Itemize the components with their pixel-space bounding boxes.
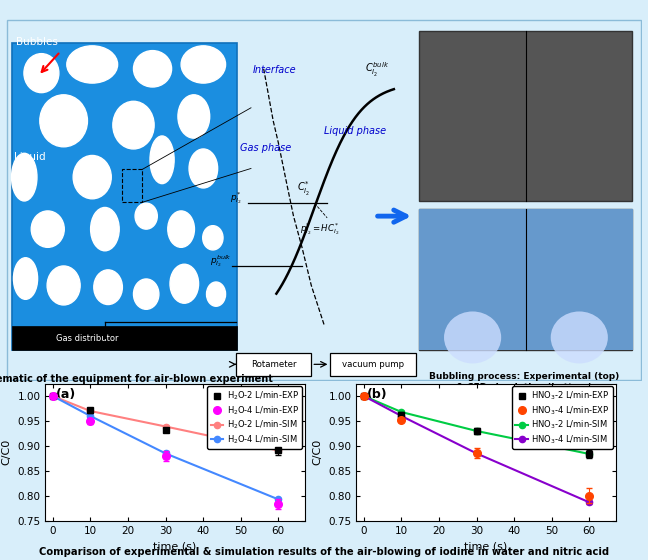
Ellipse shape bbox=[135, 203, 157, 229]
Ellipse shape bbox=[207, 282, 226, 306]
Ellipse shape bbox=[551, 311, 608, 363]
Bar bbox=[419, 31, 632, 200]
Bar bbox=[526, 209, 632, 349]
Ellipse shape bbox=[170, 264, 198, 303]
Ellipse shape bbox=[12, 153, 37, 201]
Y-axis label: C/C0: C/C0 bbox=[313, 439, 323, 465]
Ellipse shape bbox=[14, 258, 38, 300]
Bar bbox=[122, 169, 143, 202]
Text: Rotameter: Rotameter bbox=[251, 360, 297, 369]
Ellipse shape bbox=[181, 46, 226, 83]
Text: vacuum pump: vacuum pump bbox=[342, 360, 404, 369]
Bar bbox=[237, 353, 311, 376]
Bar bbox=[419, 209, 526, 349]
Bar bbox=[12, 326, 237, 351]
Ellipse shape bbox=[189, 149, 218, 188]
Text: $p_{I_2}^{*}=HC_{I_2}^{*}$: $p_{I_2}^{*}=HC_{I_2}^{*}$ bbox=[300, 221, 340, 237]
Ellipse shape bbox=[113, 101, 154, 149]
Bar bbox=[419, 209, 632, 349]
Text: Liquid phase: Liquid phase bbox=[324, 126, 386, 136]
Legend: H$_2$O-2 L/min-EXP, H$_2$O-4 L/min-EXP, H$_2$O-2 L/min-SIM, H$_2$O-4 L/min-SIM: H$_2$O-2 L/min-EXP, H$_2$O-4 L/min-EXP, … bbox=[207, 386, 302, 449]
Ellipse shape bbox=[150, 136, 174, 184]
Ellipse shape bbox=[178, 95, 210, 138]
Text: (b): (b) bbox=[367, 388, 388, 401]
Text: $p_{I_2}^{*}$: $p_{I_2}^{*}$ bbox=[230, 190, 242, 206]
Ellipse shape bbox=[24, 54, 59, 92]
X-axis label: time (s): time (s) bbox=[154, 541, 196, 551]
Text: (a): (a) bbox=[56, 388, 76, 401]
Ellipse shape bbox=[94, 270, 122, 305]
Bar bbox=[12, 43, 237, 351]
X-axis label: time (s): time (s) bbox=[465, 541, 507, 551]
Text: Liquid: Liquid bbox=[14, 152, 46, 162]
Legend: HNO$_3$-2 L/min-EXP, HNO$_3$-4 L/min-EXP, HNO$_3$-2 L/min-SIM, HNO$_3$-4 L/min-S: HNO$_3$-2 L/min-EXP, HNO$_3$-4 L/min-EXP… bbox=[512, 386, 613, 449]
Text: Gas distributor: Gas distributor bbox=[56, 334, 119, 343]
Ellipse shape bbox=[40, 95, 87, 147]
Ellipse shape bbox=[168, 211, 194, 248]
Text: $p_{I_2}^{bulk}$: $p_{I_2}^{bulk}$ bbox=[210, 253, 231, 269]
Y-axis label: C/C0: C/C0 bbox=[2, 439, 12, 465]
Text: Bubbling process: Experimental (top)
& CFD simulation (bottom): Bubbling process: Experimental (top) & C… bbox=[429, 372, 619, 391]
Ellipse shape bbox=[91, 207, 119, 251]
Ellipse shape bbox=[73, 156, 111, 199]
Ellipse shape bbox=[31, 211, 64, 248]
Text: Interface: Interface bbox=[253, 65, 297, 75]
Ellipse shape bbox=[47, 266, 80, 305]
Text: Schematic of the equipment for air-blown experiment: Schematic of the equipment for air-blown… bbox=[0, 374, 272, 384]
Text: Bubbles: Bubbles bbox=[16, 36, 58, 46]
Text: $C_{I_2}^{*}$: $C_{I_2}^{*}$ bbox=[297, 180, 310, 198]
Ellipse shape bbox=[133, 279, 159, 309]
Ellipse shape bbox=[444, 311, 501, 363]
Ellipse shape bbox=[133, 50, 172, 87]
Text: Gas phase: Gas phase bbox=[240, 143, 292, 153]
Ellipse shape bbox=[203, 226, 223, 250]
Bar bbox=[330, 353, 416, 376]
Text: Comparison of experimental & simulation results of the air-blowing of iodine in : Comparison of experimental & simulation … bbox=[39, 547, 609, 557]
Text: $C_{I_2}^{bulk}$: $C_{I_2}^{bulk}$ bbox=[365, 62, 389, 80]
Ellipse shape bbox=[67, 46, 118, 83]
